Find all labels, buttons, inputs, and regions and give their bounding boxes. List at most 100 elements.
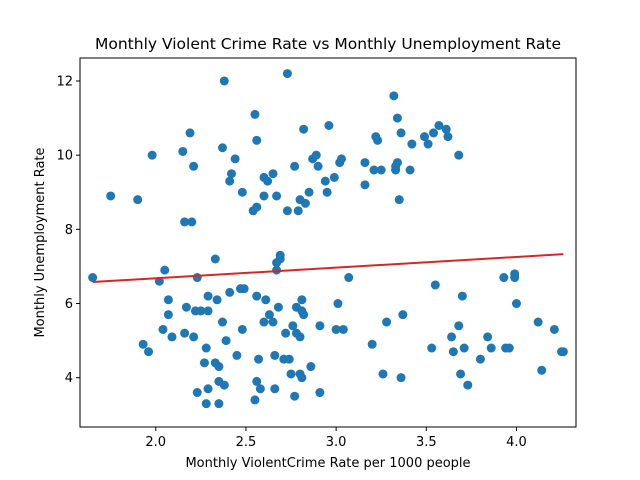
data-point [187, 217, 197, 227]
data-point [311, 150, 321, 160]
data-point [282, 206, 292, 216]
data-point [163, 295, 173, 305]
data-point [376, 165, 386, 175]
data-point [255, 384, 265, 394]
data-point [263, 176, 273, 186]
data-point [427, 343, 437, 353]
data-point [261, 295, 271, 305]
data-point [201, 399, 211, 409]
x-tick-label: 3.0 [326, 435, 347, 450]
data-point [396, 373, 406, 383]
data-point [199, 358, 209, 368]
data-point [329, 172, 339, 182]
data-point [167, 332, 177, 342]
x-tick-label: 2.0 [145, 435, 166, 450]
y-tick-label: 4 [65, 371, 73, 386]
data-point [510, 269, 520, 279]
data-point [454, 150, 464, 160]
data-point [219, 76, 229, 86]
data-point [337, 154, 347, 164]
data-point [225, 176, 235, 186]
data-point [456, 369, 466, 379]
data-point [407, 139, 417, 149]
x-tick-label: 4.0 [506, 435, 527, 450]
data-point [389, 91, 399, 101]
data-point [396, 128, 406, 138]
data-point [533, 317, 543, 327]
data-point [264, 310, 274, 320]
data-point [392, 158, 402, 168]
trend-line-layer [92, 253, 564, 283]
data-point [331, 324, 341, 334]
data-point [459, 343, 469, 353]
data-point [270, 384, 280, 394]
data-point [447, 332, 457, 342]
data-point [237, 324, 247, 334]
data-point [284, 354, 294, 364]
data-point [382, 317, 392, 327]
data-point [237, 187, 247, 197]
x-axis-label: Monthly ViolentCrime Rate per 1000 peopl… [185, 456, 470, 471]
x-tick-label: 2.5 [236, 435, 257, 450]
data-point [250, 395, 260, 405]
data-point [475, 354, 485, 364]
data-point [511, 299, 521, 309]
x-tick-label: 3.5 [416, 435, 437, 450]
data-point [192, 273, 202, 283]
data-point [419, 132, 429, 142]
y-tick-label: 8 [65, 223, 73, 238]
data-point [288, 321, 298, 331]
data-point [430, 280, 440, 290]
data-point [138, 339, 148, 349]
data-point [147, 150, 157, 160]
data-point [212, 295, 222, 305]
data-point [360, 158, 370, 168]
data-point [324, 120, 334, 130]
data-point [203, 306, 213, 316]
data-point [429, 128, 439, 138]
data-point [441, 124, 451, 134]
data-point [392, 113, 402, 123]
data-point [180, 328, 190, 338]
data-point [315, 388, 325, 398]
data-point [360, 180, 370, 190]
data-point [250, 109, 260, 119]
data-point [295, 332, 305, 342]
data-point [499, 273, 509, 283]
data-point [252, 202, 262, 212]
data-point [367, 339, 377, 349]
data-point [297, 295, 307, 305]
data-point [221, 336, 231, 346]
scatter-points [88, 69, 568, 409]
data-point [398, 310, 408, 320]
data-point [299, 124, 309, 134]
data-point [338, 324, 348, 334]
y-axis-label: Monthly Unemployment Rate [33, 147, 48, 337]
data-point [304, 187, 314, 197]
data-point [189, 161, 199, 171]
data-point [549, 324, 559, 334]
data-point [290, 391, 300, 401]
data-point [180, 217, 190, 227]
y-axis-ticks: 4 6 8 10 12 [56, 74, 80, 386]
data-point [268, 169, 278, 179]
data-point [443, 132, 453, 142]
data-point [300, 198, 310, 208]
data-point [252, 291, 262, 301]
data-point [225, 287, 235, 297]
data-point [394, 195, 404, 205]
data-point [214, 399, 224, 409]
data-point [106, 191, 116, 201]
data-point [454, 321, 464, 331]
data-point [178, 146, 188, 156]
y-tick-label: 12 [56, 74, 73, 89]
data-point [214, 362, 224, 372]
data-point [259, 191, 269, 201]
y-tick-label: 6 [65, 297, 73, 312]
data-point [232, 350, 242, 360]
data-point [281, 328, 291, 338]
data-point [483, 332, 493, 342]
data-point [315, 321, 325, 331]
